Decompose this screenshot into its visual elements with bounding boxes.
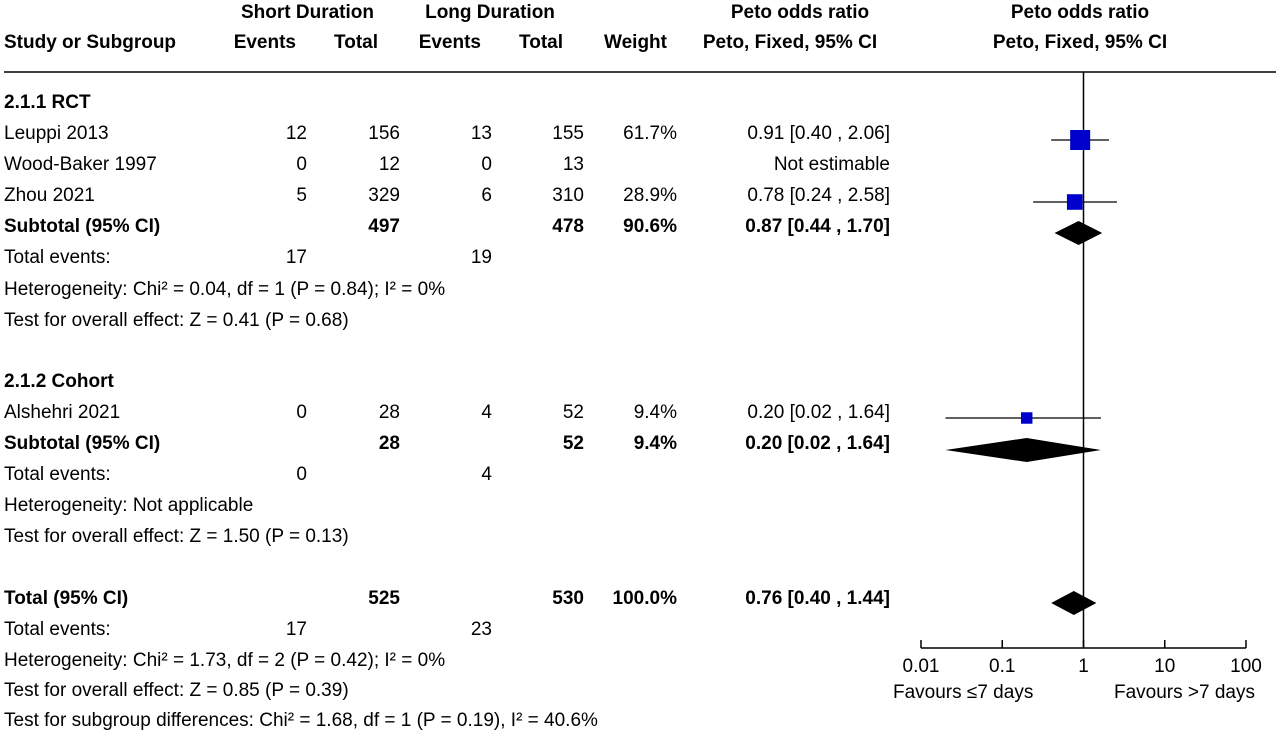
subtotal-weight: 9.4% bbox=[633, 433, 677, 454]
study-ci: 0.20 [0.02 , 1.64] bbox=[747, 402, 890, 423]
total-events1: 17 bbox=[285, 619, 307, 640]
study-events1: 5 bbox=[296, 185, 307, 206]
subtotal-total2: 52 bbox=[562, 433, 584, 454]
study-ci: 0.91 [0.40 , 2.06] bbox=[747, 123, 890, 144]
study-total2: 13 bbox=[562, 154, 584, 175]
subtotal-total1: 497 bbox=[368, 216, 400, 237]
weight-header: Weight bbox=[604, 32, 667, 53]
events1-header: Events bbox=[233, 32, 296, 53]
favours-left-label: Favours ≤7 days bbox=[893, 682, 1034, 703]
x-tick-label: 1 bbox=[1078, 656, 1089, 677]
total-events-label: Total events: bbox=[4, 619, 111, 640]
study-name: Wood-Baker 1997 bbox=[4, 154, 157, 175]
study-name: Alshehri 2021 bbox=[4, 402, 121, 423]
total-events1: 17 bbox=[285, 247, 307, 268]
pooled-diamond bbox=[1054, 221, 1103, 245]
subtotal-ci: 0.20 [0.02 , 1.64] bbox=[745, 433, 890, 454]
x-tick-label: 0.1 bbox=[989, 656, 1016, 677]
subtotal-total1: 28 bbox=[378, 433, 400, 454]
study-total2: 52 bbox=[562, 402, 584, 423]
subgroup-title: 2.1.2 Cohort bbox=[4, 371, 114, 392]
total2-header: Total bbox=[519, 32, 563, 53]
method-header: Peto, Fixed, 95% CI bbox=[702, 32, 878, 53]
heterogeneity-text: Heterogeneity: Not applicable bbox=[4, 495, 254, 516]
heterogeneity-text: Heterogeneity: Chi² = 0.04, df = 1 (P = … bbox=[4, 279, 446, 300]
study-column-header: Study or Subgroup bbox=[4, 32, 177, 53]
total-total1: 525 bbox=[368, 588, 400, 609]
overall-effect-text: Test for overall effect: Z = 0.41 (P = 0… bbox=[4, 310, 349, 331]
subtotal-weight: 90.6% bbox=[623, 216, 677, 237]
subgroup-difference-text: Test for subgroup differences: Chi² = 1.… bbox=[4, 710, 598, 731]
heterogeneity-text: Heterogeneity: Chi² = 1.73, df = 2 (P = … bbox=[4, 650, 446, 671]
total-events-label: Total events: bbox=[4, 464, 111, 485]
x-tick-label: 100 bbox=[1230, 656, 1262, 677]
total-events2: 19 bbox=[470, 247, 492, 268]
total-events2: 23 bbox=[470, 619, 492, 640]
study-total1: 28 bbox=[378, 402, 400, 423]
study-total1: 12 bbox=[378, 154, 400, 175]
study-name: Leuppi 2013 bbox=[4, 123, 109, 144]
x-tick-label: 0.01 bbox=[902, 656, 940, 677]
subtotal-label: Subtotal (95% CI) bbox=[4, 433, 161, 454]
study-weight: 61.7% bbox=[623, 123, 677, 144]
study-weight: 28.9% bbox=[623, 185, 677, 206]
subtotal-ci: 0.87 [0.44 , 1.70] bbox=[745, 216, 890, 237]
overall-effect-text: Test for overall effect: Z = 0.85 (P = 0… bbox=[4, 680, 349, 701]
study-ci: 0.78 [0.24 , 2.58] bbox=[747, 185, 890, 206]
study-square bbox=[1070, 130, 1091, 150]
subtotal-total2: 478 bbox=[552, 216, 584, 237]
total-weight: 100.0% bbox=[612, 588, 677, 609]
pooled-diamond bbox=[945, 438, 1101, 462]
study-events1: 12 bbox=[285, 123, 307, 144]
study-total2: 310 bbox=[552, 185, 584, 206]
total-events-label: Total events: bbox=[4, 247, 111, 268]
group2-header: Long Duration bbox=[425, 2, 555, 23]
total-events2: 4 bbox=[481, 464, 492, 485]
study-events2: 4 bbox=[481, 402, 492, 423]
total-events1: 0 bbox=[296, 464, 307, 485]
total-total2: 530 bbox=[552, 588, 584, 609]
pooled-diamond bbox=[1051, 591, 1097, 615]
events2-header: Events bbox=[418, 32, 481, 53]
x-tick-label: 10 bbox=[1154, 656, 1176, 677]
method-plot-header: Peto, Fixed, 95% CI bbox=[992, 32, 1168, 53]
overall-effect-text: Test for overall effect: Z = 1.50 (P = 0… bbox=[4, 526, 349, 547]
subtotal-label: Subtotal (95% CI) bbox=[4, 216, 161, 237]
study-events2: 6 bbox=[481, 185, 492, 206]
subgroup-title: 2.1.1 RCT bbox=[4, 92, 91, 113]
total-label: Total (95% CI) bbox=[4, 588, 129, 609]
study-total1: 329 bbox=[368, 185, 400, 206]
study-total1: 156 bbox=[368, 123, 400, 144]
study-events2: 13 bbox=[470, 123, 492, 144]
study-square bbox=[1020, 412, 1033, 424]
study-name: Zhou 2021 bbox=[4, 185, 95, 206]
study-total2: 155 bbox=[552, 123, 584, 144]
study-weight: 9.4% bbox=[633, 402, 677, 423]
or-header: Peto odds ratio bbox=[730, 2, 870, 23]
study-events1: 0 bbox=[296, 154, 307, 175]
study-ci: Not estimable bbox=[773, 154, 890, 175]
group1-header: Short Duration bbox=[241, 2, 374, 23]
total-ci: 0.76 [0.40 , 1.44] bbox=[745, 588, 890, 609]
study-square bbox=[1066, 194, 1083, 210]
study-events2: 0 bbox=[481, 154, 492, 175]
or-plot-header: Peto odds ratio bbox=[1010, 2, 1150, 23]
study-events1: 0 bbox=[296, 402, 307, 423]
total1-header: Total bbox=[334, 32, 378, 53]
favours-right-label: Favours >7 days bbox=[1114, 682, 1255, 703]
